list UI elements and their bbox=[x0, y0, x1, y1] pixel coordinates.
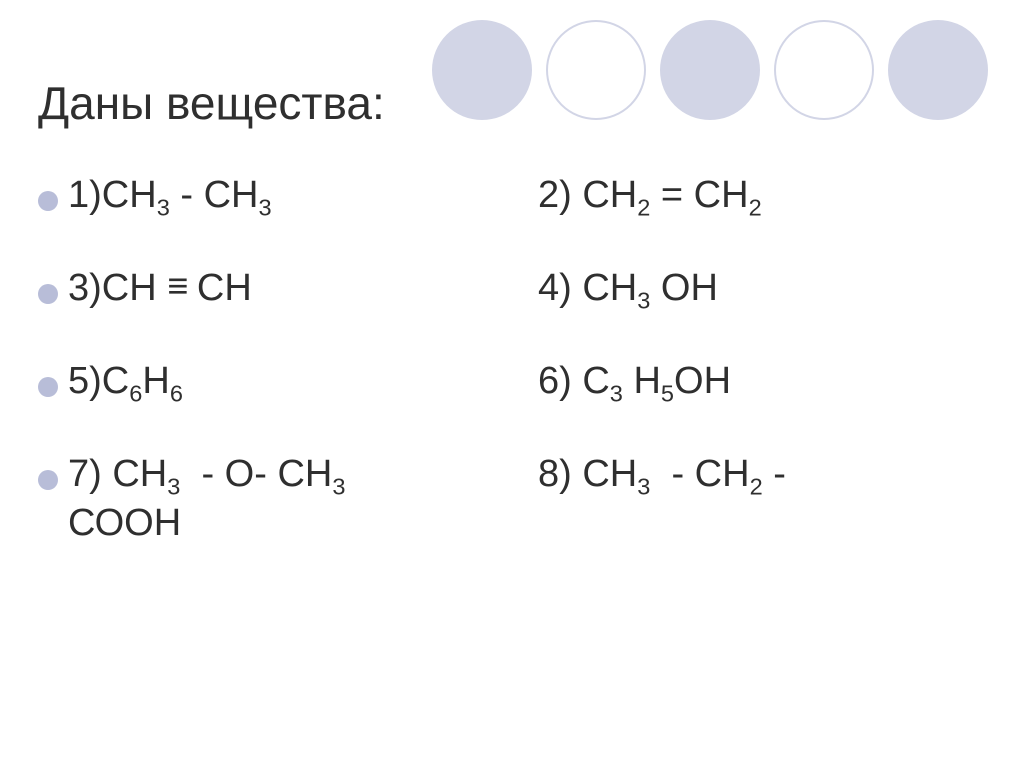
formula-text: 6) С3 Н5ОН bbox=[538, 360, 731, 403]
formula-text: 3)СН ≡ СН bbox=[68, 267, 252, 310]
list-row: 1)СН3 - СН3 2) СН2 = СН2 bbox=[38, 174, 986, 217]
deco-circle bbox=[432, 20, 532, 120]
bullet-icon bbox=[38, 284, 58, 304]
list-item: 4) СН3 ОН bbox=[538, 267, 718, 310]
formula-text: 2) СН2 = СН2 bbox=[538, 174, 762, 217]
deco-circle bbox=[774, 20, 874, 120]
deco-circle bbox=[546, 20, 646, 120]
bullet-icon bbox=[38, 191, 58, 211]
formula-text: 4) СН3 ОН bbox=[538, 267, 718, 310]
formula-text: 1)СН3 - СН3 bbox=[68, 174, 272, 217]
list-item: 7) СН3 - О- СН3 bbox=[38, 453, 538, 496]
deco-circle bbox=[888, 20, 988, 120]
deco-circle bbox=[660, 20, 760, 120]
list-item: 6) С3 Н5ОН bbox=[538, 360, 731, 403]
list-item: 8) СН3 - СН2 - bbox=[538, 453, 786, 496]
list-row: 7) СН3 - О- СН3 8) СН3 - СН2 - bbox=[38, 453, 986, 496]
list-item: 1)СН3 - СН3 bbox=[38, 174, 538, 217]
content-area: 1)СН3 - СН3 2) СН2 = СН2 3)СН ≡ СН 4) СН… bbox=[38, 174, 986, 545]
bullet-icon bbox=[38, 377, 58, 397]
formula-text: 8) СН3 - СН2 - bbox=[538, 453, 786, 496]
bullet-icon bbox=[38, 470, 58, 490]
list-row: 5)С6Н6 6) С3 Н5ОН bbox=[38, 360, 986, 403]
list-item: 3)СН ≡ СН bbox=[38, 267, 538, 310]
formula-wrap: СООН bbox=[38, 502, 986, 545]
list-row: 3)СН ≡ СН 4) СН3 ОН bbox=[38, 267, 986, 310]
formula-text: 7) СН3 - О- СН3 bbox=[68, 453, 345, 496]
list-item: 5)С6Н6 bbox=[38, 360, 538, 403]
slide: Даны вещества: 1)СН3 - СН3 2) СН2 = СН2 … bbox=[0, 0, 1024, 768]
decoration-row bbox=[432, 20, 988, 120]
list-item: 2) СН2 = СН2 bbox=[538, 174, 762, 217]
formula-text: 5)С6Н6 bbox=[68, 360, 183, 403]
